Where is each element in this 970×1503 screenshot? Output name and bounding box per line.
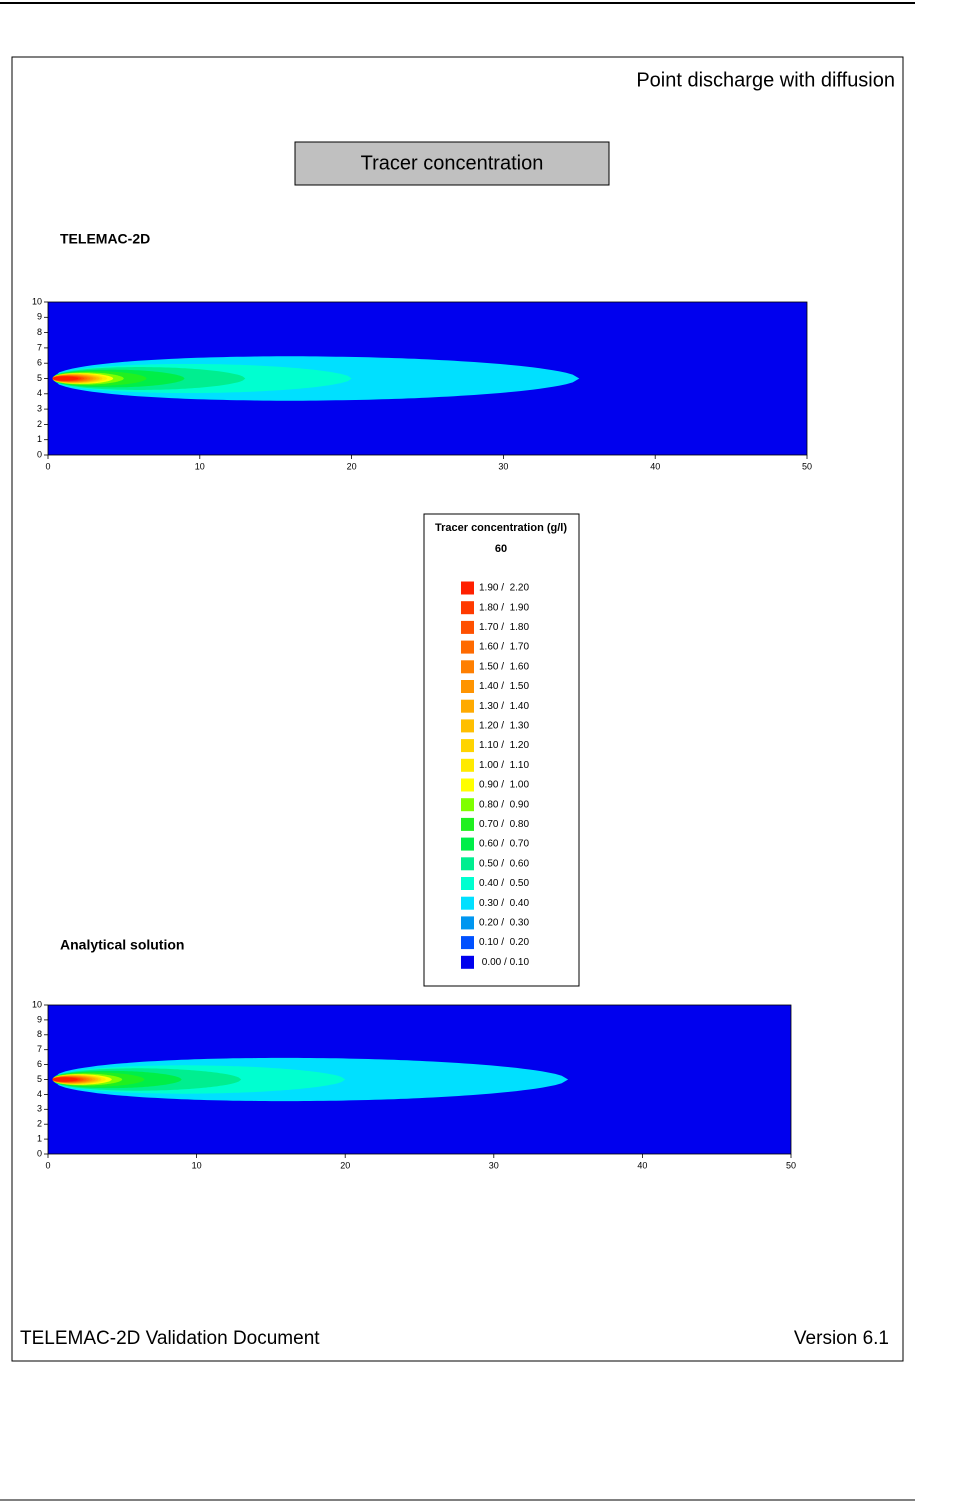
legend-label: 0.20 / 0.30 [479, 918, 529, 929]
y-tick-label: 9 [37, 1014, 42, 1024]
legend-label: 1.10 / 1.20 [479, 740, 529, 751]
legend-title: Tracer concentration (g/l) [435, 522, 567, 534]
y-tick-label: 0 [37, 1148, 42, 1158]
contour-plot: 0 1 2 3 4 5 6 7 8 9 10 0 10 20 30 40 50 [32, 296, 812, 471]
y-tick-label: 7 [37, 342, 42, 352]
legend-swatch [461, 857, 474, 871]
y-tick-label: 4 [37, 388, 42, 398]
legend-swatch [461, 581, 474, 595]
plot-area [48, 1005, 791, 1154]
legend-swatch [461, 877, 474, 890]
legend-label: 0.70 / 0.80 [479, 819, 529, 830]
legend-label: 1.40 / 1.50 [479, 681, 529, 692]
contour-band [52, 376, 79, 381]
legend-swatch [461, 936, 474, 950]
y-tick-label: 6 [37, 358, 42, 368]
y-tick-label: 9 [37, 312, 42, 322]
legend-label: 1.00 / 1.10 [479, 760, 529, 771]
legend-label: 1.80 / 1.90 [479, 602, 529, 613]
legend-swatch [461, 896, 474, 910]
legend-swatch [461, 699, 474, 713]
x-tick-label: 40 [650, 461, 660, 471]
y-tick-label: 2 [37, 1119, 42, 1129]
legend-label: 0.30 / 0.40 [479, 898, 529, 909]
x-tick-label: 50 [802, 461, 812, 471]
legend-swatch [461, 817, 474, 831]
legend-swatch [461, 778, 474, 792]
x-tick-label: 30 [489, 1160, 499, 1170]
legend-label: 0.60 / 0.70 [479, 839, 529, 850]
y-tick-label: 7 [37, 1044, 42, 1054]
contour-plot: 0 1 2 3 4 5 6 7 8 9 10 0 10 20 30 40 50 [32, 999, 796, 1170]
legend-label: 0.90 / 1.00 [479, 780, 529, 791]
legend-swatch [461, 916, 474, 930]
y-tick-label: 3 [37, 403, 42, 413]
legend-label: 1.50 / 1.60 [479, 661, 529, 672]
x-tick-label: 10 [192, 1160, 202, 1170]
y-tick-label: 0 [37, 449, 42, 459]
y-tick-label: 2 [37, 419, 42, 429]
legend-swatch [461, 719, 474, 733]
y-tick-label: 10 [32, 296, 42, 306]
y-tick-label: 1 [37, 1133, 42, 1143]
contour-band [52, 1077, 78, 1082]
x-tick-label: 30 [498, 461, 508, 471]
legend-swatch [461, 680, 474, 693]
legend-swatch [461, 798, 474, 812]
y-tick-label: 6 [37, 1059, 42, 1069]
x-tick-label: 0 [45, 1160, 50, 1170]
legend-swatch [461, 660, 474, 674]
y-tick-label: 4 [37, 1089, 42, 1099]
legend-label: 1.70 / 1.80 [479, 622, 529, 633]
x-tick-label: 10 [195, 461, 205, 471]
plot-label: Analytical solution [60, 937, 184, 953]
y-tick-label: 8 [37, 1029, 42, 1039]
legend-label: 0.00 / 0.10 [479, 957, 529, 968]
legend-label: 1.90 / 2.20 [479, 583, 529, 594]
legend-box [423, 513, 580, 987]
y-tick-label: 1 [37, 434, 42, 444]
x-tick-label: 0 [45, 461, 50, 471]
y-tick-label: 5 [37, 1074, 42, 1084]
legend-swatch [461, 758, 474, 772]
legend-time: 60 [495, 543, 507, 555]
legend-label: 0.40 / 0.50 [479, 878, 529, 889]
legend-label: 1.30 / 1.40 [479, 701, 529, 712]
footer-left: TELEMAC-2D Validation Document [20, 1328, 320, 1349]
legend-swatch [461, 601, 474, 615]
legend-label: 1.20 / 1.30 [479, 721, 529, 732]
plot-area [48, 302, 807, 455]
legend-label: 1.60 / 1.70 [479, 642, 529, 653]
legend-swatch [461, 837, 474, 851]
figure-title: Tracer concentration [361, 152, 544, 174]
y-tick-label: 5 [37, 373, 42, 383]
legend-swatch [461, 955, 474, 969]
x-tick-label: 20 [340, 1160, 350, 1170]
y-tick-label: 10 [32, 999, 42, 1009]
legend-label: 0.10 / 0.20 [479, 937, 529, 948]
legend-label: 0.80 / 0.90 [479, 799, 529, 810]
y-tick-label: 8 [37, 327, 42, 337]
figure-title-box [294, 141, 610, 186]
x-tick-label: 20 [347, 461, 357, 471]
legend-label: 0.50 / 0.60 [479, 858, 529, 869]
footer-right: Version 6.1 [794, 1328, 889, 1349]
legend-swatch [461, 640, 474, 654]
x-tick-label: 40 [637, 1160, 647, 1170]
x-tick-label: 50 [786, 1160, 796, 1170]
y-tick-label: 3 [37, 1104, 42, 1114]
legend-swatch [461, 620, 474, 634]
legend-swatch [461, 739, 474, 753]
plot-label: TELEMAC-2D [60, 231, 150, 247]
page-title: Point discharge with diffusion [636, 69, 895, 91]
